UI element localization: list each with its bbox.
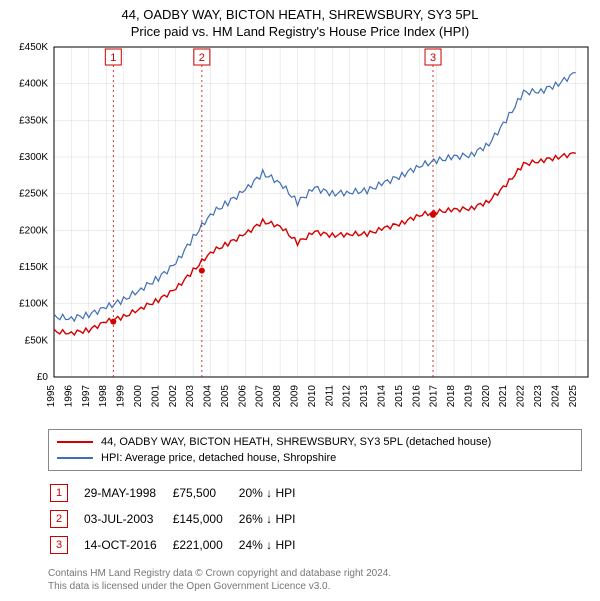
sale-marker-box: 2	[50, 510, 68, 528]
svg-text:2016: 2016	[411, 385, 422, 408]
svg-text:£350K: £350K	[19, 115, 48, 126]
svg-text:2002: 2002	[168, 385, 179, 408]
footer-line: This data is licensed under the Open Gov…	[48, 580, 582, 593]
svg-text:£100K: £100K	[19, 299, 48, 310]
svg-text:2025: 2025	[568, 385, 579, 408]
svg-text:£50K: £50K	[25, 335, 49, 346]
svg-text:1995: 1995	[46, 385, 57, 408]
svg-text:2018: 2018	[446, 385, 457, 408]
sale-date: 29-MAY-1998	[84, 481, 171, 505]
table-row: 3 14-OCT-2016 £221,000 24% ↓ HPI	[50, 533, 309, 557]
sale-date: 14-OCT-2016	[84, 533, 171, 557]
svg-text:£250K: £250K	[19, 189, 48, 200]
sale-marker-box: 1	[50, 484, 68, 502]
legend-swatch	[57, 457, 93, 459]
sale-marker-box: 3	[50, 536, 68, 554]
svg-text:2008: 2008	[272, 385, 283, 408]
sale-price: £75,500	[173, 481, 237, 505]
footer-attribution: Contains HM Land Registry data © Crown c…	[48, 567, 582, 593]
legend-label: 44, OADBY WAY, BICTON HEATH, SHREWSBURY,…	[101, 436, 491, 448]
svg-text:2023: 2023	[533, 385, 544, 408]
sale-point	[110, 319, 116, 325]
svg-text:2020: 2020	[481, 385, 492, 408]
svg-text:£150K: £150K	[19, 262, 48, 273]
svg-text:2006: 2006	[237, 385, 248, 408]
svg-text:2011: 2011	[324, 385, 335, 407]
svg-text:2009: 2009	[290, 385, 301, 408]
legend-swatch	[57, 441, 93, 443]
sale-point	[430, 212, 436, 218]
svg-text:2017: 2017	[429, 385, 440, 408]
svg-text:1999: 1999	[116, 385, 127, 408]
svg-text:2014: 2014	[376, 385, 387, 408]
svg-text:2005: 2005	[220, 385, 231, 408]
svg-text:£300K: £300K	[19, 152, 48, 163]
sales-table: 1 29-MAY-1998 £75,500 20% ↓ HPI 2 03-JUL…	[48, 479, 311, 559]
table-row: 1 29-MAY-1998 £75,500 20% ↓ HPI	[50, 481, 309, 505]
sale-price: £221,000	[173, 533, 237, 557]
svg-text:2013: 2013	[359, 385, 370, 408]
sale-delta: 26% ↓ HPI	[239, 507, 310, 531]
legend-label: HPI: Average price, detached house, Shro…	[101, 452, 336, 464]
legend-item: 44, OADBY WAY, BICTON HEATH, SHREWSBURY,…	[57, 434, 573, 450]
svg-text:2010: 2010	[307, 385, 318, 408]
svg-text:2024: 2024	[550, 385, 561, 408]
sale-price: £145,000	[173, 507, 237, 531]
svg-text:£400K: £400K	[19, 79, 48, 90]
svg-text:1998: 1998	[98, 385, 109, 408]
legend-item: HPI: Average price, detached house, Shro…	[57, 450, 573, 466]
svg-text:2000: 2000	[133, 385, 144, 408]
svg-text:2003: 2003	[185, 385, 196, 408]
sale-point	[199, 268, 205, 274]
svg-text:1997: 1997	[81, 385, 92, 408]
svg-text:£0: £0	[37, 372, 49, 383]
svg-text:£450K: £450K	[19, 42, 48, 53]
table-row: 2 03-JUL-2003 £145,000 26% ↓ HPI	[50, 507, 309, 531]
footer-line: Contains HM Land Registry data © Crown c…	[48, 567, 582, 580]
svg-text:2021: 2021	[498, 385, 509, 408]
svg-text:2001: 2001	[150, 385, 161, 408]
sale-delta: 24% ↓ HPI	[239, 533, 310, 557]
svg-text:2015: 2015	[394, 385, 405, 408]
svg-text:2022: 2022	[516, 385, 527, 408]
svg-text:1: 1	[110, 52, 116, 64]
svg-text:2012: 2012	[342, 385, 353, 408]
svg-text:3: 3	[430, 52, 436, 64]
svg-text:2: 2	[199, 52, 205, 64]
chart-title-main: 44, OADBY WAY, BICTON HEATH, SHREWSBURY,…	[8, 7, 592, 22]
svg-text:2007: 2007	[255, 385, 266, 408]
chart-area: £0 £50K £100K £150K £200K £250K £300K £350K £400…	[8, 41, 592, 421]
svg-text:1996: 1996	[63, 385, 74, 408]
sale-date: 03-JUL-2003	[84, 507, 171, 531]
svg-text:2019: 2019	[463, 385, 474, 408]
sale-delta: 20% ↓ HPI	[239, 481, 310, 505]
legend: 44, OADBY WAY, BICTON HEATH, SHREWSBURY,…	[48, 429, 582, 471]
svg-text:2004: 2004	[203, 385, 214, 408]
svg-text:£200K: £200K	[19, 225, 48, 236]
chart-title-sub: Price paid vs. HM Land Registry's House …	[8, 24, 592, 39]
